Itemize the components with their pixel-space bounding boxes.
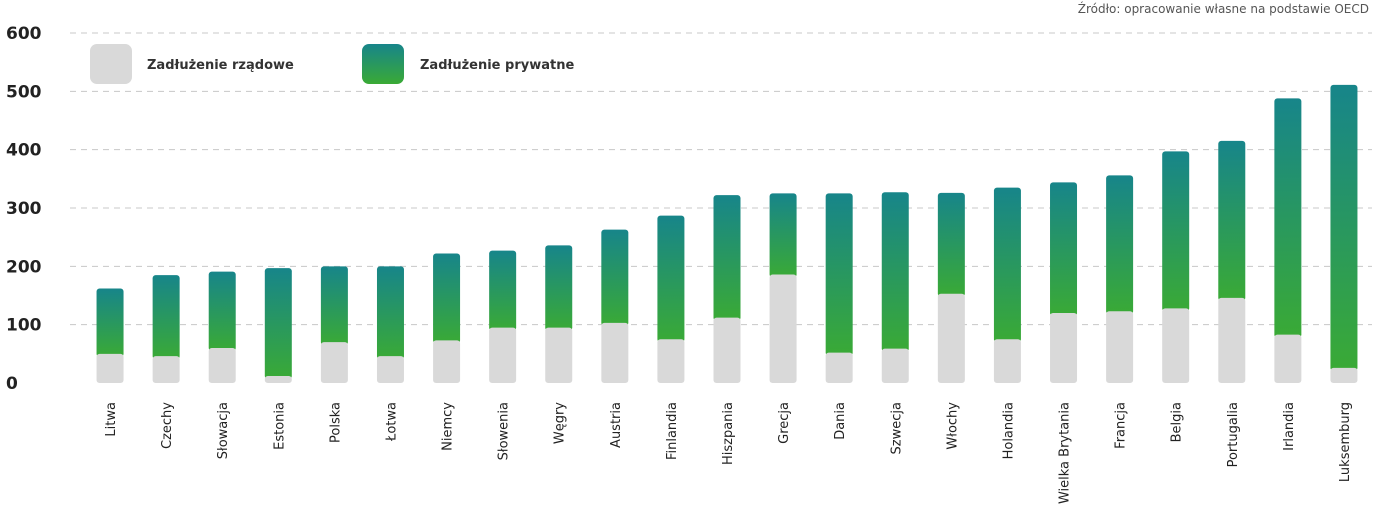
x-tick-label: Grecja — [777, 402, 792, 444]
bar-private-8 — [545, 245, 573, 331]
bar-government-12 — [769, 274, 797, 383]
bar-private-3 — [264, 268, 292, 379]
legend-label-government: Zadłużenie rządowe — [147, 58, 294, 73]
bar-government-20 — [1218, 297, 1246, 383]
bar-government-19 — [1162, 308, 1190, 383]
bar-private-12 — [769, 193, 797, 278]
bar-government-13 — [825, 352, 853, 383]
bar-government-5 — [376, 356, 404, 383]
bar-government-11 — [713, 317, 741, 383]
x-tick-label: Słowacja — [216, 402, 231, 459]
bar-government-22 — [1330, 367, 1358, 383]
bar-government-6 — [433, 340, 461, 383]
bar-government-8 — [545, 327, 573, 383]
bar-government-4 — [320, 342, 348, 383]
x-tick-label: Litwa — [104, 402, 119, 437]
x-tick-label: Holandia — [1001, 402, 1016, 459]
x-tick-label: Dania — [833, 402, 848, 440]
bar-government-2 — [208, 348, 236, 383]
bar-private-6 — [433, 253, 461, 344]
bar-private-18 — [1106, 175, 1134, 315]
x-tick-label: Estonia — [272, 402, 287, 450]
bar-private-21 — [1274, 98, 1302, 338]
y-tick-label: 500 — [6, 82, 42, 102]
y-tick-label: 0 — [6, 374, 18, 394]
bar-private-4 — [320, 266, 348, 346]
x-tick-label: Szwecja — [889, 402, 904, 454]
x-tick-label: Węgry — [553, 402, 568, 444]
x-tick-label: Niemcy — [441, 402, 456, 451]
legend-swatch-private — [362, 44, 404, 84]
bar-private-14 — [881, 192, 909, 352]
bar-private-13 — [825, 193, 853, 356]
bar-private-9 — [601, 229, 629, 326]
x-tick-label: Hiszpania — [721, 402, 736, 465]
y-tick-label: 400 — [6, 141, 42, 161]
bar-private-16 — [993, 187, 1021, 343]
y-tick-label: 600 — [6, 24, 42, 44]
x-tick-label: Polska — [328, 402, 343, 443]
bar-government-9 — [601, 322, 629, 383]
bar-private-10 — [657, 215, 685, 343]
legend: Zadłużenie rządowe Zadłużenie prywatne — [90, 44, 574, 84]
x-tick-label: Słowenia — [497, 402, 512, 460]
bar-private-19 — [1162, 151, 1190, 312]
x-tick-label: Luksemburg — [1338, 402, 1353, 482]
legend-label-private: Zadłużenie prywatne — [420, 58, 574, 73]
x-tick-label: Irlandia — [1282, 402, 1297, 451]
bar-government-10 — [657, 339, 685, 383]
bar-government-14 — [881, 348, 909, 383]
bar-government-18 — [1106, 311, 1134, 383]
legend-swatch-government — [90, 44, 132, 84]
bar-private-20 — [1218, 140, 1246, 301]
bar-private-11 — [713, 195, 741, 321]
bar-private-17 — [1050, 182, 1078, 316]
bar-private-0 — [96, 288, 124, 357]
y-tick-label: 100 — [6, 316, 42, 336]
bar-government-3 — [264, 376, 292, 383]
y-tick-label: 300 — [6, 199, 42, 219]
bar-government-7 — [489, 327, 517, 383]
x-axis-ticks: Litwa Czechy Słowacja Estonia Polska Łotwa Nie… — [104, 402, 1353, 504]
bar-private-2 — [208, 271, 236, 351]
bar-private-22 — [1330, 84, 1358, 371]
x-tick-label: Włochy — [945, 402, 960, 450]
bar-private-7 — [489, 250, 517, 331]
bars — [96, 84, 1358, 383]
bar-government-0 — [96, 353, 124, 383]
x-tick-label: Belgia — [1170, 402, 1185, 442]
x-tick-label: Czechy — [160, 402, 175, 449]
y-tick-label: 200 — [6, 257, 42, 277]
bar-government-1 — [152, 356, 180, 383]
bar-private-1 — [152, 275, 180, 360]
x-tick-label: Wielka Brytania — [1058, 402, 1073, 504]
bar-private-5 — [376, 266, 404, 360]
bar-government-16 — [993, 339, 1021, 383]
y-axis-ticks: 0 100 200 300 400 500 600 — [6, 24, 42, 394]
x-tick-label: Austria — [609, 402, 624, 448]
bar-government-21 — [1274, 334, 1302, 383]
x-tick-label: Portugalia — [1226, 402, 1241, 467]
source-note: Źródło: opracowanie własne na podstawie … — [1077, 2, 1369, 16]
bar-government-15 — [937, 293, 965, 383]
bar-private-15 — [937, 192, 965, 297]
x-tick-label: Finlandia — [665, 402, 680, 460]
bar-government-17 — [1050, 313, 1078, 383]
x-tick-label: Łotwa — [384, 402, 399, 442]
x-tick-label: Francja — [1114, 402, 1129, 449]
